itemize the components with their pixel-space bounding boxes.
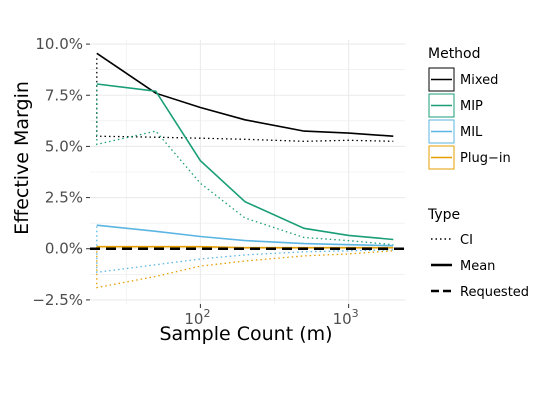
y-tick-label: 10.0% (35, 35, 83, 53)
legend-label: MIL (460, 125, 483, 140)
series-mixed-ci-upper (96, 58, 394, 142)
y-tick-label: 7.5% (45, 86, 83, 104)
y-tick-label: −2.5% (32, 291, 83, 309)
legend-method-title: Method (428, 46, 481, 62)
x-axis-ticks: 102 103 (184, 304, 359, 328)
grid (90, 40, 405, 304)
series-mil-mean (96, 224, 394, 247)
legend-type-title: Type (427, 207, 460, 223)
series-mip-mean (96, 83, 394, 241)
legend-label: Plug−in (460, 151, 511, 166)
series-plugin-ci-lower (96, 246, 394, 289)
y-tick-label: 0.0% (45, 240, 83, 258)
series-layer (90, 52, 405, 289)
series-mixed-mean (96, 52, 394, 137)
y-axis-ticks: −2.5% 0.0% 2.5% 5.0% 7.5% 10.0% (32, 35, 90, 309)
legend-type-label: Mean (460, 259, 495, 274)
legend-type-label: Requested (460, 285, 529, 300)
y-tick-label: 2.5% (45, 189, 83, 207)
y-axis-title: Effective Margin (11, 81, 33, 235)
legend-label: Mixed (460, 73, 498, 88)
legend-type-label: CI (460, 233, 473, 248)
legend-label: MIP (460, 99, 483, 114)
series-mip-ci-lower (96, 85, 394, 246)
series-mil-ci-lower (96, 226, 394, 274)
y-tick-label: 5.0% (45, 137, 83, 155)
x-axis-title: Sample Count (m) (159, 323, 332, 345)
x-tick-label: 102 (184, 307, 210, 328)
x-tick-label: 103 (333, 307, 359, 328)
